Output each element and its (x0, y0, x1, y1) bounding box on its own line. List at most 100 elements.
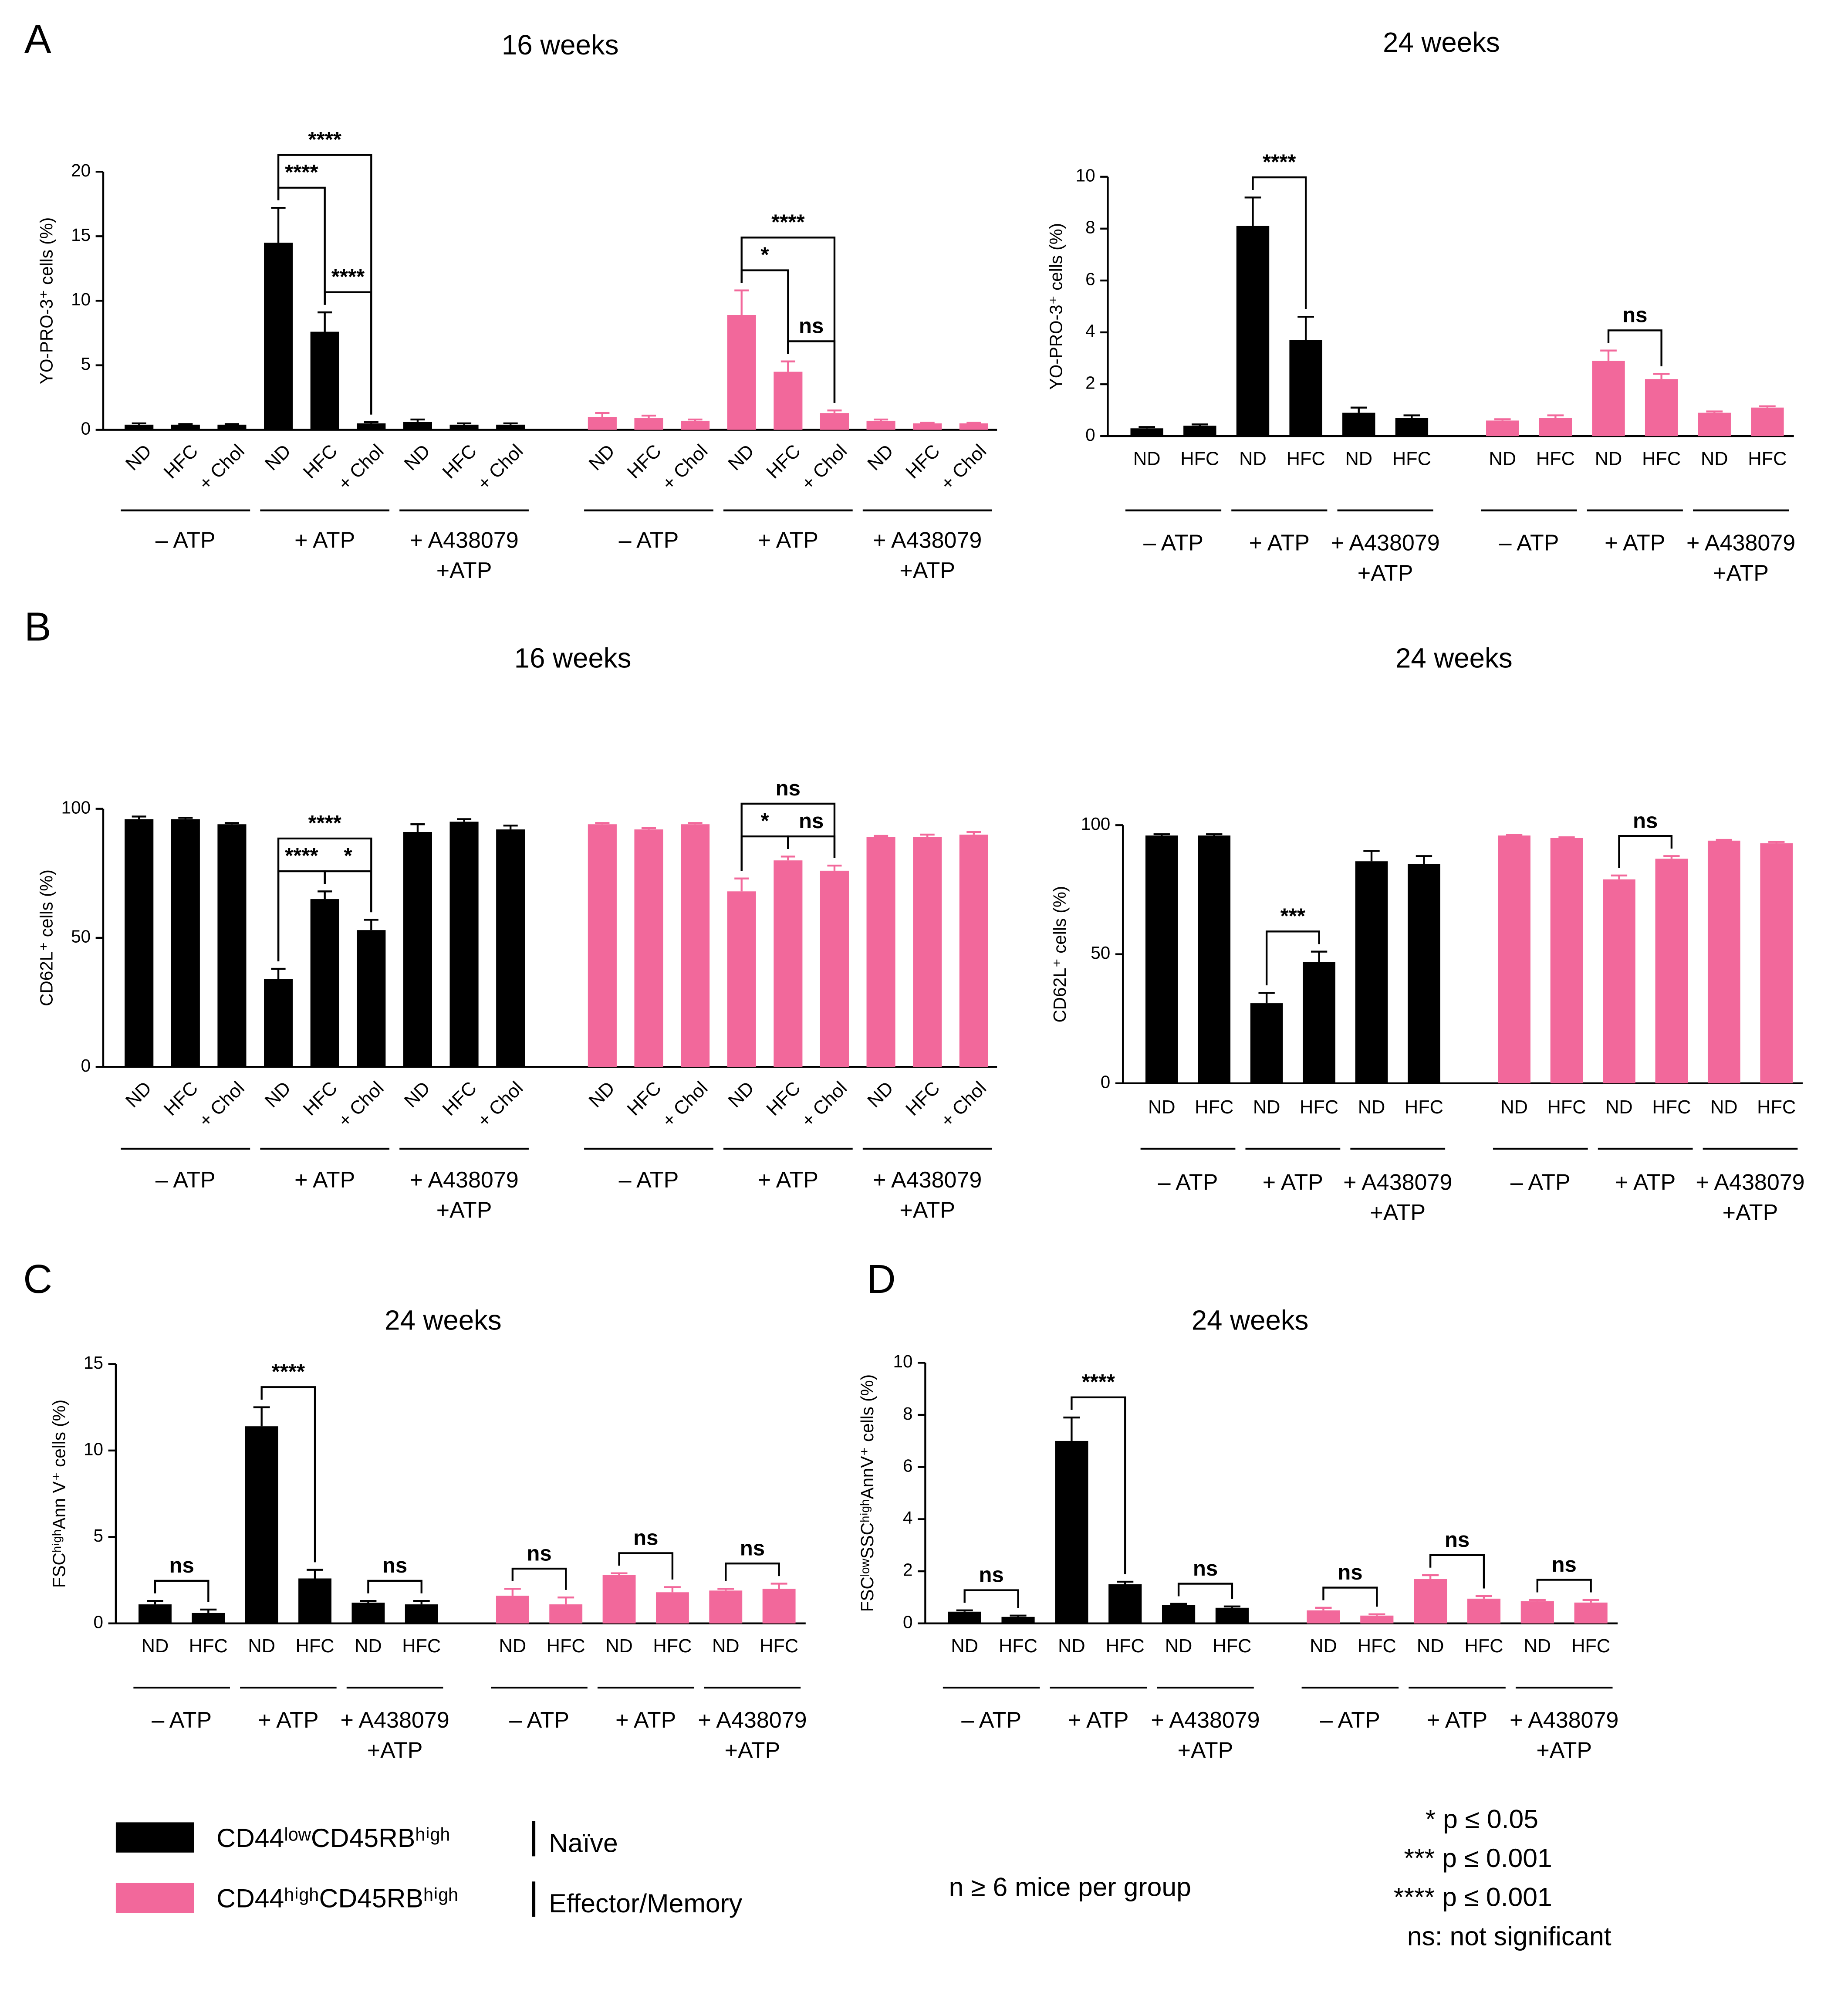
y-axis-label: YO-PRO-3⁺ cells (%) (1046, 223, 1066, 390)
x-tick-label: ND (1165, 1636, 1193, 1657)
error-bar (1191, 423, 1208, 426)
y-tick-label: 10 (1076, 165, 1095, 185)
significance-label: **** (771, 211, 805, 234)
bar (125, 424, 154, 430)
bar (1145, 835, 1178, 1083)
bar (1550, 838, 1583, 1083)
bar (496, 1596, 529, 1624)
error-bar (1258, 992, 1275, 1004)
error-bar (595, 412, 610, 417)
x-tick-label: HFC (160, 1078, 202, 1120)
error-bar (1663, 855, 1680, 859)
group-label: + ATP (1615, 1170, 1676, 1195)
error-bar (1600, 349, 1617, 361)
x-tick-label: HFC (189, 1636, 228, 1657)
significance-label: ns (776, 777, 801, 800)
significance-label: ns (1622, 304, 1647, 327)
bar (217, 824, 247, 1067)
y-axis-label: CD62L⁺ cells (%) (37, 869, 57, 1006)
significance-label: **** (1263, 150, 1296, 174)
x-tick-label: ND (122, 440, 155, 474)
chart: 24 weeks YO-PRO-3⁺ cells (%) 0 2 4 6 8 10 ND HFC –… (1046, 27, 1796, 586)
significance-label: * (760, 244, 769, 267)
bar (681, 420, 710, 430)
error-bar (410, 823, 425, 832)
bar (1162, 1605, 1196, 1624)
bar (1236, 226, 1270, 436)
bar (125, 819, 154, 1067)
x-tick-label: HFC (1547, 1097, 1586, 1118)
significance-label: *** (1280, 905, 1306, 928)
y-tick-label: 2 (903, 1560, 913, 1580)
significance-bracket (963, 1589, 1019, 1608)
bar (139, 1604, 172, 1624)
y-tick-label: 0 (94, 1612, 103, 1632)
chart-title: 24 weeks (1192, 1305, 1309, 1336)
x-tick-label: ND (400, 1078, 434, 1112)
bar (727, 891, 756, 1067)
chart: 24 weeks C FSCʰⁱᵍʰAnn V⁺ cells (%) 0 5 10 15 ND… (23, 1256, 807, 1763)
error-bar (827, 864, 842, 871)
error-bar (1363, 850, 1380, 862)
error-bar (457, 818, 472, 822)
x-tick-label: + Chol (195, 1078, 248, 1131)
x-tick-label: ND (1595, 449, 1622, 470)
error-bar (1529, 1599, 1546, 1601)
group-label: – ATP (619, 1167, 679, 1193)
error-bar (1368, 1613, 1385, 1616)
y-tick-label: 15 (71, 225, 91, 245)
y-tick-label: 100 (1081, 814, 1111, 834)
group-label: + A438079 (1510, 1708, 1618, 1733)
error-bar (1139, 426, 1155, 429)
bar (1603, 879, 1635, 1083)
x-tick-label: HFC (623, 440, 666, 483)
error-bar (1416, 855, 1432, 864)
group-label: – ATP (1499, 530, 1559, 555)
group-label: + A438079 (873, 528, 982, 553)
group-label: +ATP (1358, 561, 1413, 586)
x-tick-label: HFC (1536, 449, 1575, 470)
group-label: – ATP (961, 1708, 1021, 1733)
x-tick-label: + Chol (797, 1078, 851, 1131)
x-tick-label: ND (1524, 1636, 1551, 1657)
x-tick-label: HFC (902, 440, 944, 483)
significance-label: **** (285, 161, 318, 184)
x-tick-label: HFC (623, 1078, 666, 1120)
group-label: – ATP (155, 1167, 216, 1193)
y-tick-label: 0 (903, 1612, 913, 1632)
x-tick-label: ND (724, 1078, 758, 1112)
group-label: +ATP (1536, 1738, 1592, 1763)
x-tick-label: ND (712, 1636, 740, 1657)
y-tick-label: 5 (81, 354, 91, 374)
x-tick-label: HFC (1195, 1097, 1233, 1118)
group-label: – ATP (1510, 1170, 1571, 1195)
error-bar (595, 822, 610, 825)
significance-bracket (1071, 1396, 1126, 1574)
group-label: + ATP (1427, 1708, 1487, 1733)
x-tick-label: + Chol (797, 440, 851, 494)
bar (866, 837, 895, 1067)
group-label: – ATP (1143, 530, 1203, 555)
group-label: + A438079 (1343, 1170, 1452, 1195)
x-tick-label: + Chol (937, 1078, 990, 1131)
error-bar (557, 1597, 574, 1605)
bar (1486, 420, 1519, 436)
bar (1289, 340, 1322, 436)
bar (298, 1578, 331, 1624)
bar (709, 1590, 743, 1624)
group-label: + ATP (258, 1708, 318, 1733)
group-label: + ATP (1263, 1170, 1323, 1195)
bar (588, 417, 617, 430)
x-tick-label: HFC (1300, 1097, 1338, 1118)
group-label: + A438079 (409, 528, 518, 553)
chart: 24 weeks CD62L⁺ cells (%) 0 50 100 ND HFC – ATP… (1050, 643, 1804, 1225)
significance-bracket (260, 1386, 316, 1563)
error-bar (770, 1583, 787, 1589)
error-bar (1206, 833, 1223, 836)
group-label: – ATP (509, 1708, 569, 1733)
significance-label: ns (527, 1542, 551, 1565)
x-tick-label: + Chol (473, 440, 527, 494)
group-label: + ATP (758, 528, 818, 553)
bar (1108, 1584, 1142, 1624)
